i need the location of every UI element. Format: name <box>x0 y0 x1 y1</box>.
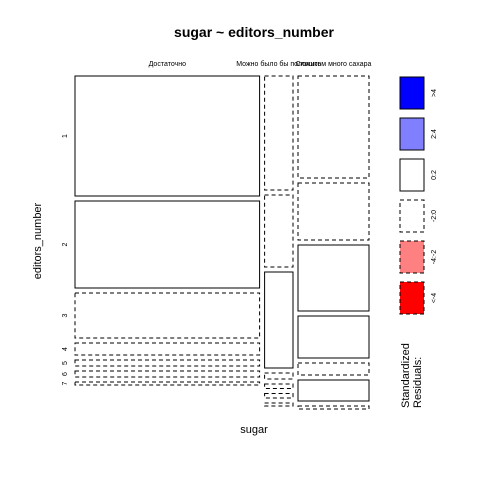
legend-swatch <box>399 240 425 274</box>
mosaic-cell <box>74 359 261 367</box>
chart-title: sugar ~ editors_number <box>174 24 334 40</box>
column-label: Можно было бы положить <box>236 60 321 68</box>
row-label: 6 <box>62 372 69 376</box>
legend-swatch <box>399 158 425 192</box>
legend-label: 2:4 <box>431 129 438 139</box>
legend-label: <-4 <box>431 293 438 303</box>
mosaic-cell <box>297 75 370 179</box>
mosaic-cell <box>264 402 294 407</box>
mosaic-cells <box>74 75 370 410</box>
legend-swatch <box>399 281 425 315</box>
mosaic-cell <box>297 244 370 312</box>
mosaic-cell <box>74 292 261 339</box>
mosaic-cell <box>297 379 370 402</box>
mosaic-cell <box>264 393 294 399</box>
column-label: Достаточно <box>149 61 186 68</box>
row-label: 1 <box>62 134 69 138</box>
row-label: 5 <box>62 361 69 365</box>
legend-title-line1: Standardized <box>400 343 412 408</box>
row-label: 3 <box>62 313 69 317</box>
legend-label: 0:2 <box>431 170 438 180</box>
column-label: Слишком много сахара <box>296 61 372 68</box>
mosaic-cell <box>297 362 370 376</box>
legend-label: -2:0 <box>431 210 438 222</box>
mosaic-cell <box>74 342 261 356</box>
mosaic-cell <box>297 315 370 359</box>
x-axis-title: sugar <box>240 424 268 436</box>
legend-label: -4:-2 <box>431 250 438 265</box>
column-labels: Достаточно Можно было бы положитьСлишком … <box>149 60 372 68</box>
mosaic-cell <box>264 271 294 369</box>
row-labels: 1 2 3 4 5 6 7 <box>62 134 69 386</box>
residuals-legend: >4 2:4 0:2 -2:0 -4:-2 <-4 <box>399 76 438 315</box>
mosaic-cell <box>297 182 370 241</box>
row-label: 7 <box>62 381 69 385</box>
mosaic-cell <box>264 194 294 268</box>
mosaic-cell <box>264 75 294 191</box>
mosaic-cell <box>264 383 294 389</box>
legend-label: >4 <box>431 89 438 97</box>
mosaic-cell <box>74 370 261 378</box>
mosaic-cell <box>74 75 261 197</box>
row-label: 4 <box>62 347 69 351</box>
legend-swatch <box>399 199 425 233</box>
mosaic-cell <box>74 200 261 289</box>
mosaic-cell <box>264 372 294 380</box>
row-label: 2 <box>62 242 69 246</box>
legend-title-line2: Residuals: <box>412 357 424 408</box>
y-axis-title: editors_number <box>32 202 44 279</box>
legend-swatch <box>399 117 425 151</box>
mosaic-cell <box>297 405 370 410</box>
mosaic-cell <box>74 381 261 386</box>
legend-swatch <box>399 76 425 110</box>
